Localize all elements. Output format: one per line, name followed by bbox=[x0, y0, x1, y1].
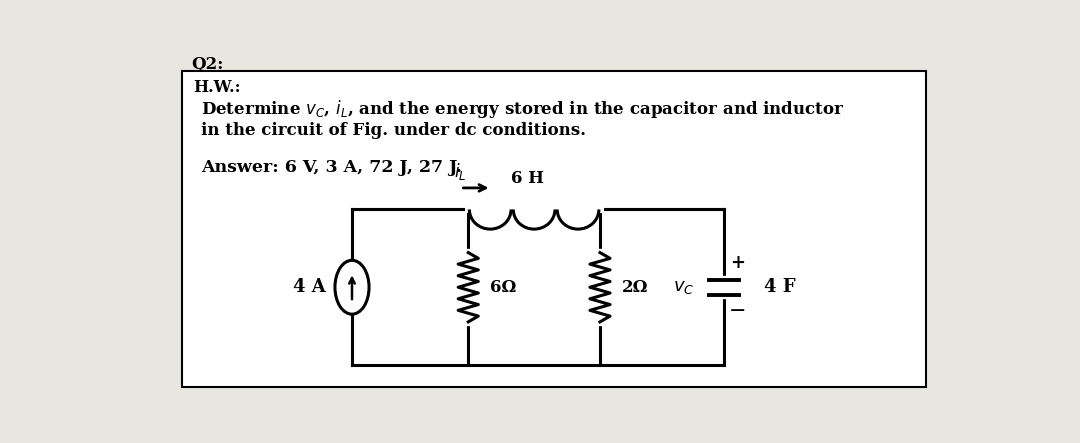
Text: Answer: 6 V, 3 A, 72 J, 27 J.: Answer: 6 V, 3 A, 72 J, 27 J. bbox=[201, 159, 462, 175]
Text: −: − bbox=[729, 303, 746, 321]
Text: 4 A: 4 A bbox=[293, 278, 326, 296]
FancyBboxPatch shape bbox=[181, 71, 926, 387]
Text: $\it{i_L}$: $\it{i_L}$ bbox=[455, 161, 467, 182]
Ellipse shape bbox=[335, 260, 369, 314]
Text: in the circuit of Fig. under dc conditions.: in the circuit of Fig. under dc conditio… bbox=[201, 122, 585, 140]
Text: $v_C$: $v_C$ bbox=[673, 278, 694, 296]
Text: 4 F: 4 F bbox=[765, 278, 796, 296]
Text: H.W.:: H.W.: bbox=[193, 79, 241, 96]
Text: 6 H: 6 H bbox=[511, 170, 544, 187]
Text: +: + bbox=[730, 253, 745, 272]
Text: Determine $v_C$, $i_L$, and the energy stored in the capacitor and inductor: Determine $v_C$, $i_L$, and the energy s… bbox=[201, 98, 845, 120]
Text: 6Ω: 6Ω bbox=[490, 279, 516, 296]
Text: Q2:: Q2: bbox=[191, 56, 224, 73]
Text: 2Ω: 2Ω bbox=[622, 279, 648, 296]
